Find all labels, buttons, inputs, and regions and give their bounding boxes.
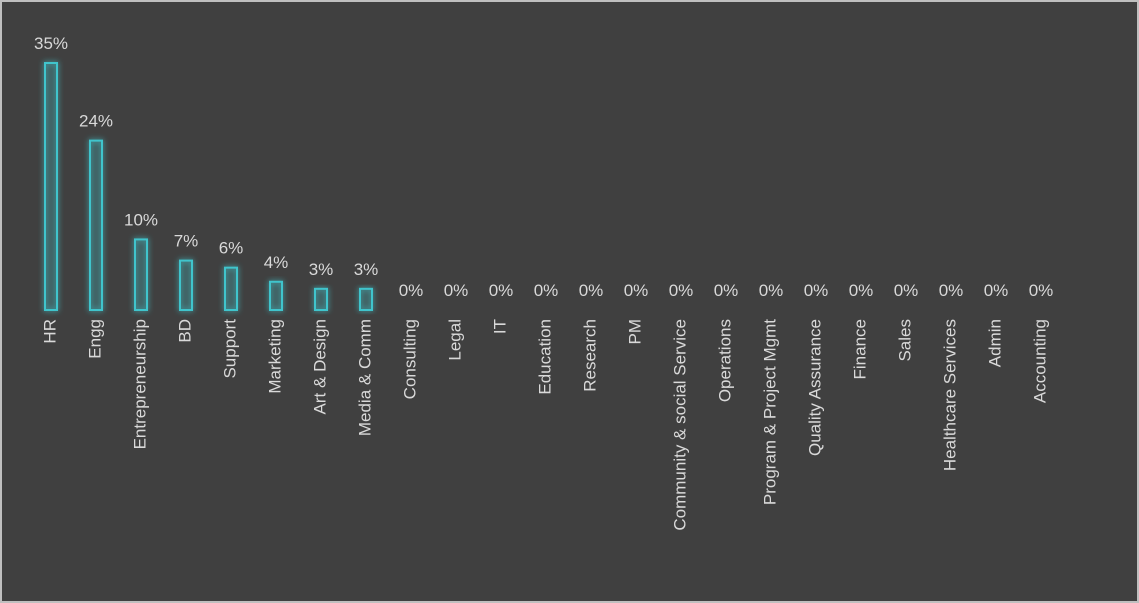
bar xyxy=(44,62,58,311)
value-label: 0% xyxy=(489,281,514,300)
value-label: 10% xyxy=(124,210,158,229)
x-tick-label: Education xyxy=(535,319,554,395)
bar xyxy=(179,259,193,312)
x-tick-label: Healthcare Services xyxy=(940,319,959,471)
bar xyxy=(269,280,283,311)
value-label: 7% xyxy=(174,232,199,251)
value-label: 0% xyxy=(669,281,694,300)
value-label: 0% xyxy=(939,281,964,300)
value-label: 35% xyxy=(34,34,68,53)
x-tick-label: BD xyxy=(175,319,194,343)
bar xyxy=(359,287,373,312)
x-tick-label: Quality Assurance xyxy=(805,319,824,456)
x-tick-label: Accounting xyxy=(1030,319,1049,403)
x-tick-label: Consulting xyxy=(400,319,419,399)
bar xyxy=(314,287,328,312)
value-label: 6% xyxy=(219,239,244,258)
value-label: 0% xyxy=(984,281,1009,300)
x-tick-label: Legal xyxy=(445,319,464,361)
value-label: 0% xyxy=(1029,281,1054,300)
x-tick-label: Community & social Service xyxy=(670,319,689,531)
x-tick-label: Sales xyxy=(895,319,914,362)
x-tick-label: Art & Design xyxy=(310,319,329,414)
x-tick-label: Entrepreneurship xyxy=(130,319,149,449)
value-label: 0% xyxy=(849,281,874,300)
x-tick-label: Engg xyxy=(85,319,104,359)
value-label: 0% xyxy=(624,281,649,300)
value-label: 0% xyxy=(579,281,604,300)
x-tick-label: Program & Project Mgmt xyxy=(760,319,779,505)
x-tick-label: Finance xyxy=(850,319,869,379)
value-label: 0% xyxy=(444,281,469,300)
value-label: 0% xyxy=(714,281,739,300)
value-label: 0% xyxy=(399,281,424,300)
bar xyxy=(89,139,103,311)
value-label: 4% xyxy=(264,253,289,272)
x-tick-label: Admin xyxy=(985,319,1004,367)
bar xyxy=(134,238,148,311)
x-tick-label: IT xyxy=(490,319,509,334)
value-label: 0% xyxy=(759,281,784,300)
value-label: 3% xyxy=(354,260,379,279)
value-label: 3% xyxy=(309,260,334,279)
x-tick-label: HR xyxy=(40,319,59,344)
value-label: 0% xyxy=(804,281,829,300)
bar xyxy=(224,266,238,311)
value-label: 0% xyxy=(534,281,559,300)
x-tick-label: Operations xyxy=(715,319,734,402)
x-tick-label: Support xyxy=(220,319,239,379)
value-label: 24% xyxy=(79,112,113,131)
x-tick-label: Marketing xyxy=(265,319,284,394)
x-tick-label: Media & Comm xyxy=(355,319,374,436)
x-tick-label: Research xyxy=(580,319,599,392)
x-tick-label: PM xyxy=(625,319,644,345)
value-label: 0% xyxy=(894,281,919,300)
